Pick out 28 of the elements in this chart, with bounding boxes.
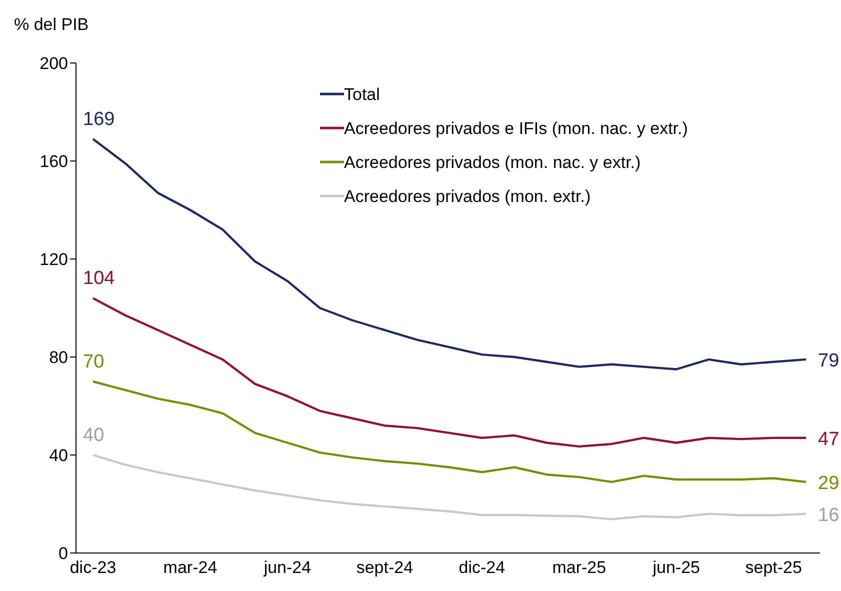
y-tick-label: 200 xyxy=(40,54,68,74)
x-tick-label: sept-25 xyxy=(745,558,802,578)
y-tick-label: 120 xyxy=(40,250,68,270)
legend-label: Total xyxy=(344,84,380,106)
data-label: 79 xyxy=(818,350,840,372)
data-label: 29 xyxy=(818,472,840,494)
data-label: 169 xyxy=(83,108,115,130)
legend-label: Acreedores privados e IFIs (mon. nac. y extr.) xyxy=(344,118,688,140)
y-tick-label: 40 xyxy=(49,446,68,466)
data-label: 70 xyxy=(83,352,104,372)
legend-label: Acreedores privados (mon. extr.) xyxy=(344,186,591,208)
line-series xyxy=(92,454,808,520)
legend-label: Acreedores privados (mon. nac. y extr.) xyxy=(344,152,641,174)
data-label: 40 xyxy=(83,425,104,446)
y-tick-label: 0 xyxy=(58,544,68,564)
x-tick-label: mar-24 xyxy=(163,558,218,578)
x-tick-label: jun-24 xyxy=(262,558,312,578)
x-tick-label: dic-24 xyxy=(458,558,506,578)
y-tick-label: 160 xyxy=(40,152,68,172)
data-label: 16 xyxy=(818,504,840,526)
y-tick-label: 80 xyxy=(49,348,68,368)
x-tick-label: mar-25 xyxy=(552,558,606,578)
data-label: 104 xyxy=(83,268,116,290)
data-label: 47 xyxy=(818,428,840,450)
y-axis-title: % del PIB xyxy=(14,15,89,34)
x-tick-label: sept-24 xyxy=(356,558,414,578)
x-tick-label: dic-23 xyxy=(70,558,116,578)
x-tick-label: jun-25 xyxy=(652,558,700,578)
